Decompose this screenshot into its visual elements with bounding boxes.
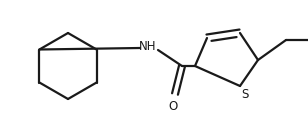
Text: S: S: [241, 87, 249, 101]
Text: O: O: [168, 100, 178, 112]
Text: NH: NH: [139, 39, 157, 52]
